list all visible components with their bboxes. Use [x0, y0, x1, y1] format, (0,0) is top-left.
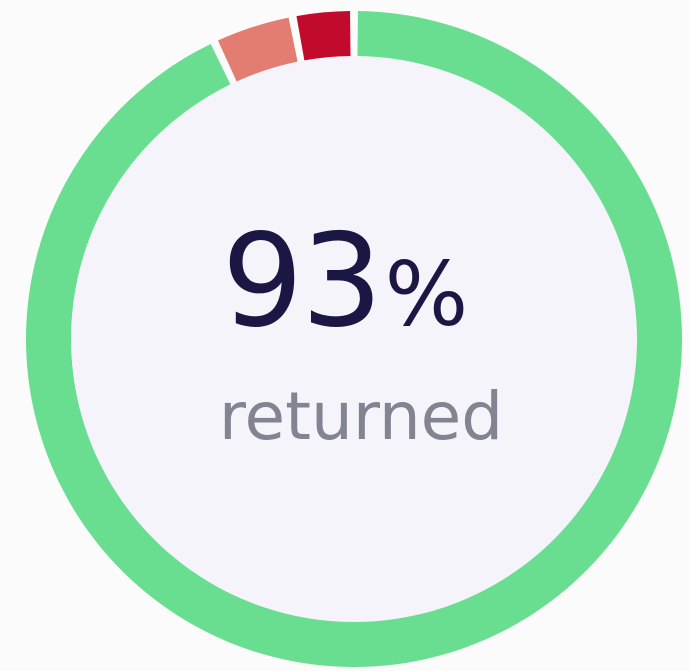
center-value: 93%	[0, 218, 690, 346]
center-value-number: 93	[221, 207, 383, 356]
donut-center-disc	[71, 56, 637, 622]
center-value-unit: %	[384, 243, 469, 346]
center-caption: returned	[218, 378, 504, 455]
donut-slices	[26, 11, 682, 668]
donut-slice-2	[217, 17, 298, 82]
donut-slice-3	[296, 11, 351, 61]
